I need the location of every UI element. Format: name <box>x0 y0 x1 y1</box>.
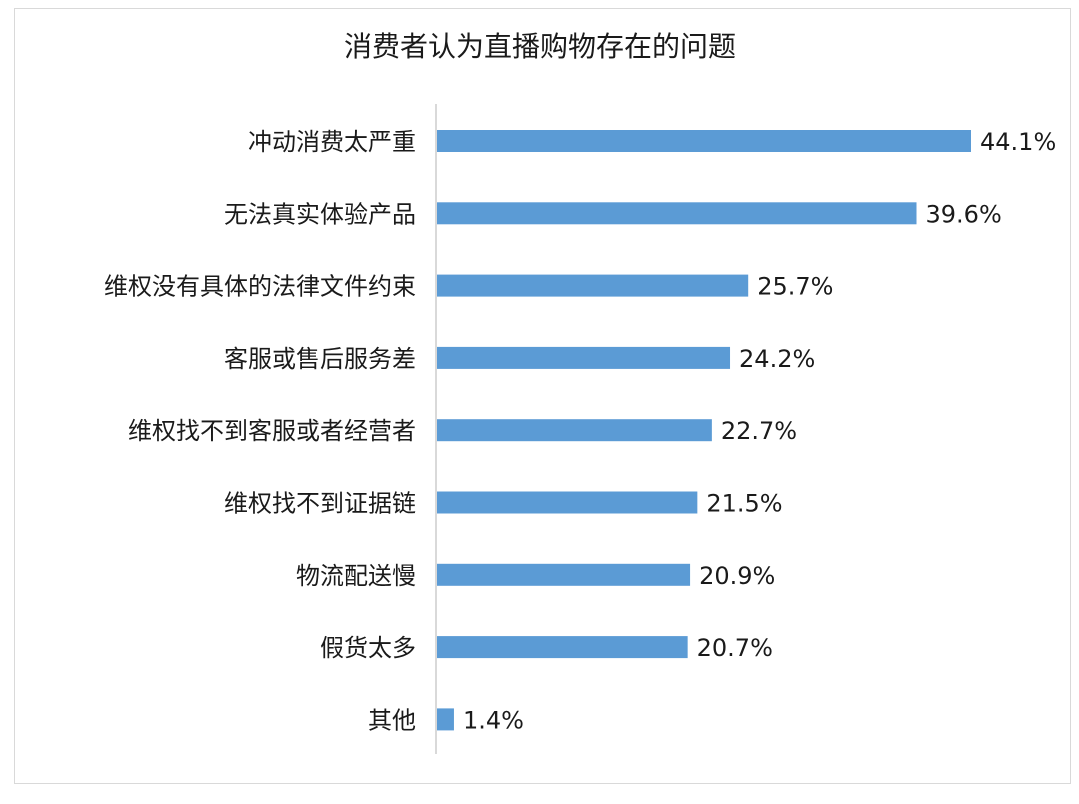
category-label: 维权找不到证据链 <box>224 490 416 518</box>
category-label: 冲动消费太严重 <box>248 128 416 156</box>
value-label: 44.1% <box>980 128 1056 156</box>
category-label: 无法真实体验产品 <box>224 200 416 228</box>
bar <box>437 563 691 586</box>
value-label: 20.9% <box>699 562 775 590</box>
bar <box>437 636 688 659</box>
bar <box>437 202 917 225</box>
bar <box>437 708 454 731</box>
value-label: 20.7% <box>697 634 773 662</box>
category-label: 维权找不到客服或者经营者 <box>128 417 416 445</box>
bar <box>437 419 712 442</box>
category-labels-group: 冲动消费太严重无法真实体验产品维权没有具体的法律文件约束客服或售后服务差维权找不… <box>104 128 416 734</box>
value-label: 39.6% <box>926 200 1002 228</box>
value-label: 21.5% <box>706 490 782 518</box>
category-label: 维权没有具体的法律文件约束 <box>104 273 416 301</box>
category-label: 其他 <box>368 706 416 734</box>
value-label: 1.4% <box>463 706 524 734</box>
value-label: 22.7% <box>721 417 797 445</box>
value-label: 25.7% <box>757 273 833 301</box>
chart-title: 消费者认为直播购物存在的问题 <box>344 30 736 63</box>
value-labels-group: 44.1% 39.6% 25.7% 24.2% 22.7% 21.5% 20.9% 20.7%… <box>463 128 1056 734</box>
bars-group <box>437 130 971 731</box>
bar <box>437 274 749 297</box>
category-label: 假货太多 <box>320 634 416 662</box>
value-label: 24.2% <box>739 345 815 373</box>
category-label: 客服或售后服务差 <box>224 345 416 373</box>
bar <box>437 346 731 369</box>
bar <box>437 491 698 514</box>
category-label: 物流配送慢 <box>296 562 416 590</box>
bar <box>437 130 971 152</box>
